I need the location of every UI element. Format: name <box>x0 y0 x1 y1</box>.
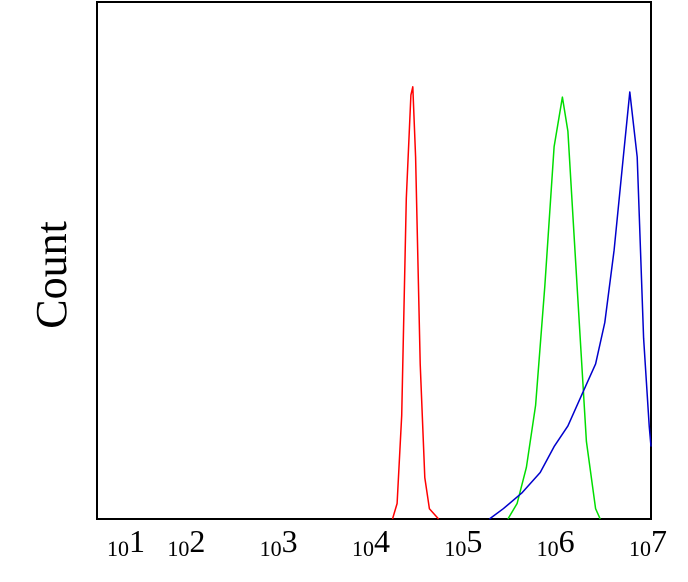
x-tick-label: 106 <box>537 523 575 561</box>
histogram-line <box>507 96 601 520</box>
x-tick-label: 104 <box>352 523 390 561</box>
plot-frame <box>96 1 652 520</box>
x-tick-label: 105 <box>444 523 482 561</box>
y-axis-label: Count <box>27 221 76 329</box>
x-tick-label: 101 <box>107 523 145 561</box>
x-tick-label: 107 <box>629 523 667 561</box>
histogram-line <box>488 91 652 520</box>
x-tick-label: 102 <box>167 523 205 561</box>
histogram-line <box>391 86 440 520</box>
x-tick-label: 103 <box>260 523 298 561</box>
